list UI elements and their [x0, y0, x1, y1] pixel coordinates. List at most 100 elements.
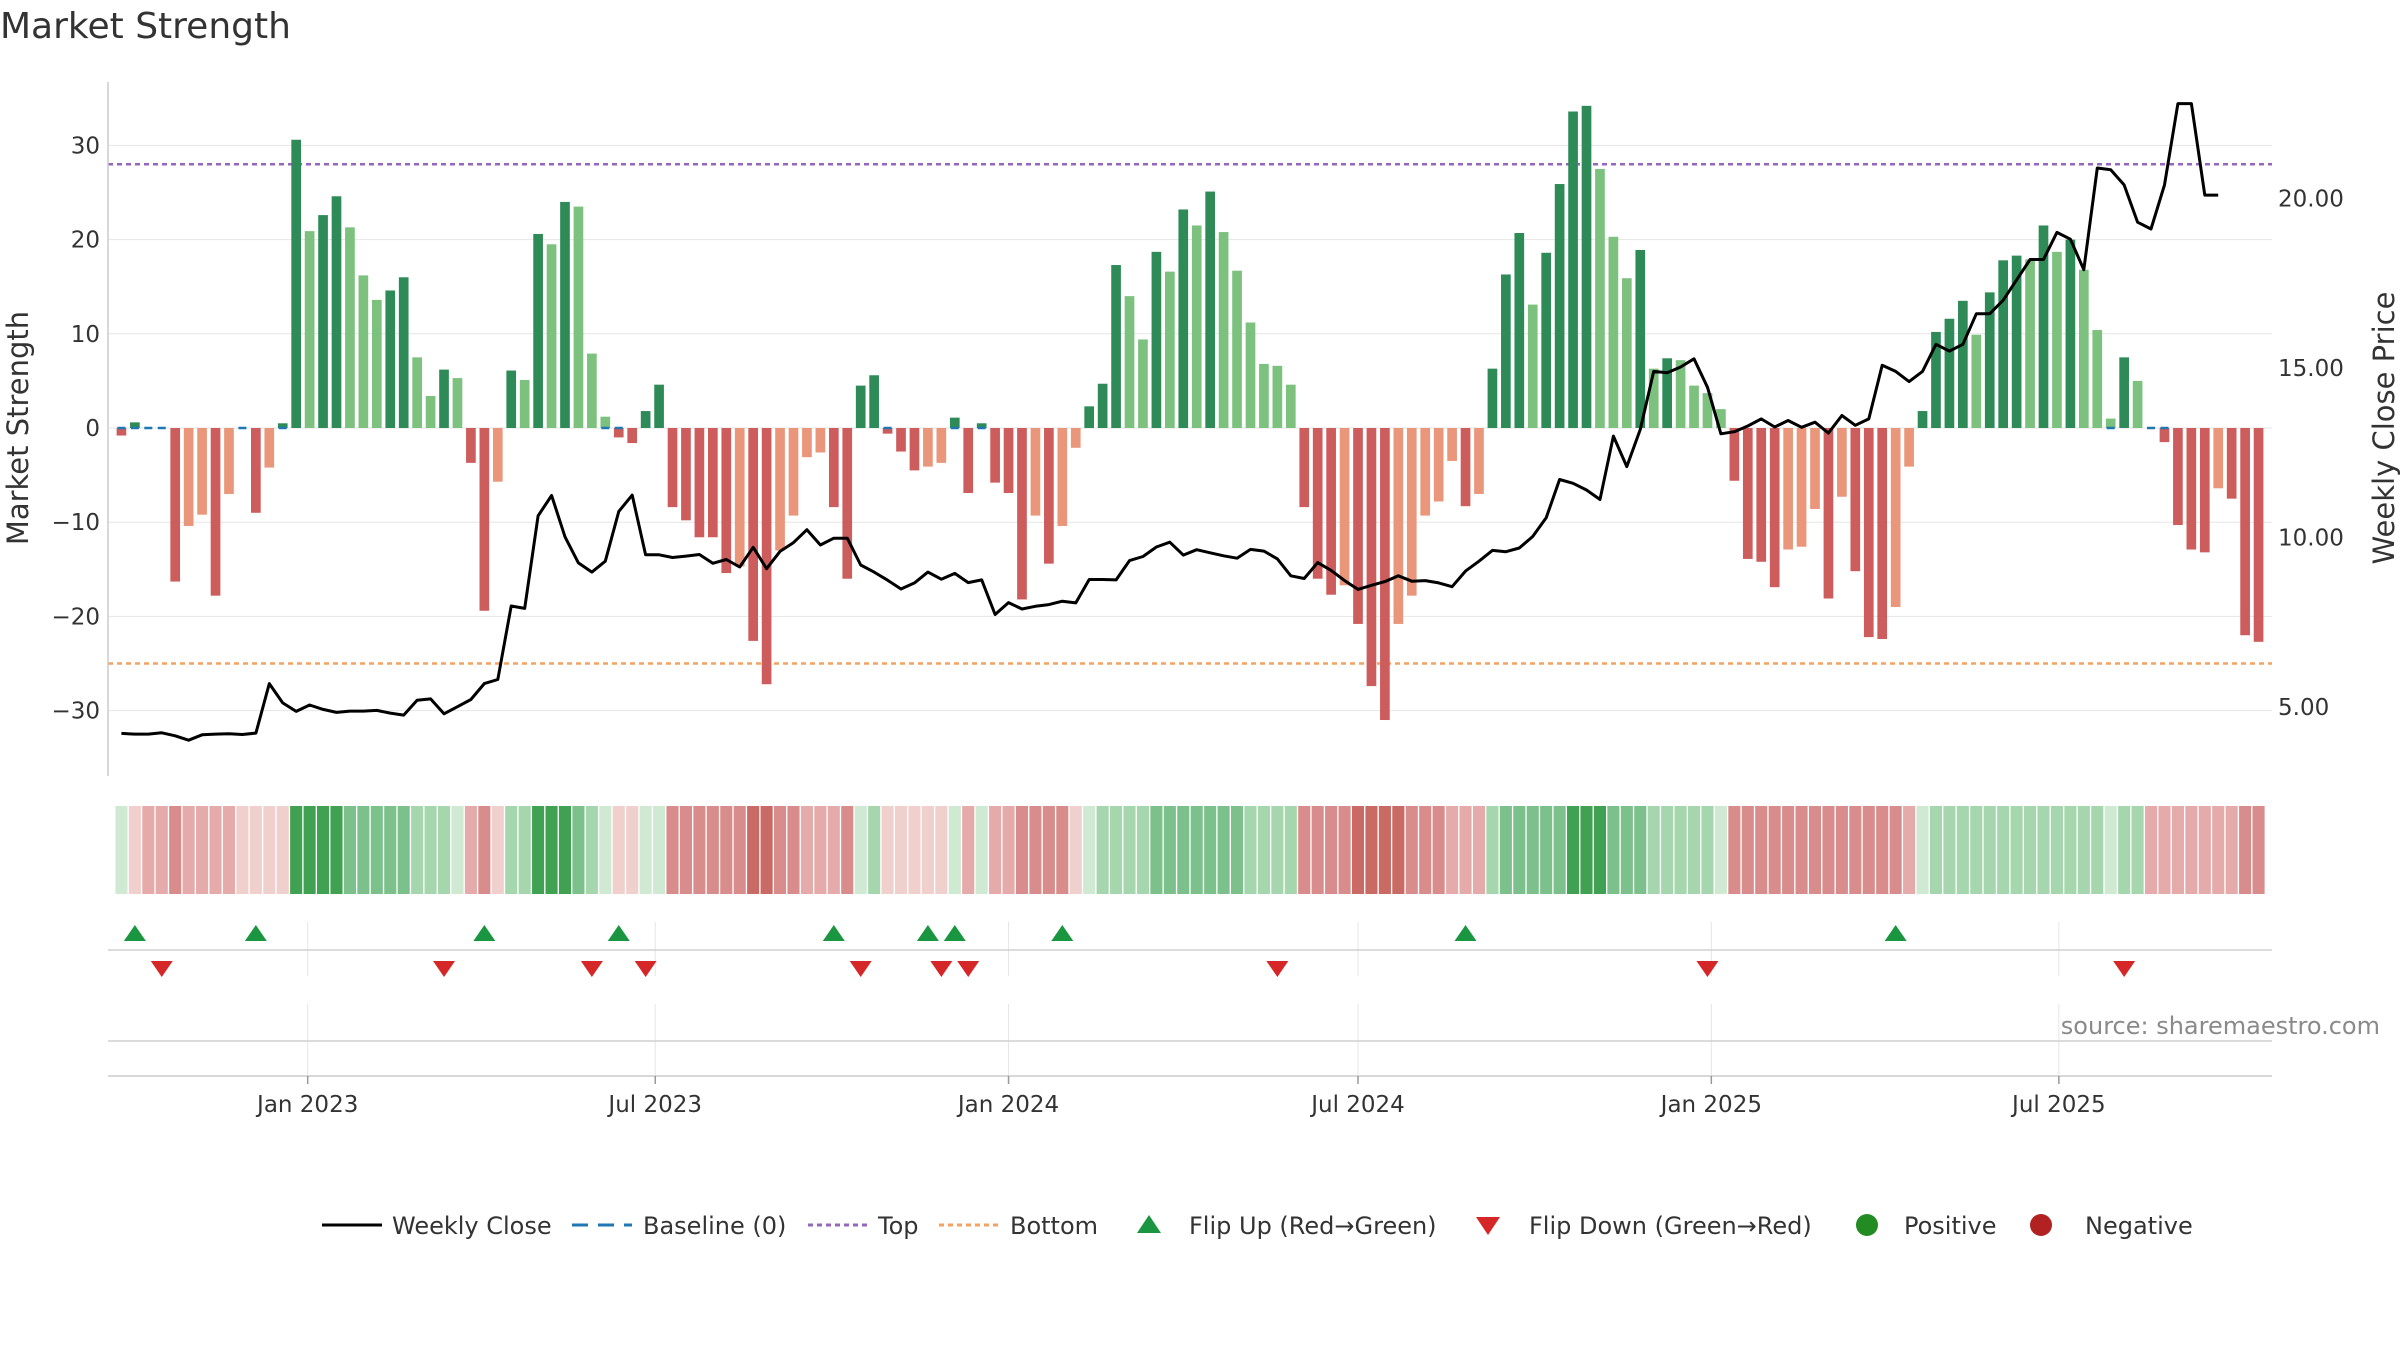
heat-cell [1486, 806, 1499, 894]
strength-bar [976, 423, 987, 428]
y2-axis-title: Weekly Close Price [2367, 292, 2400, 565]
strength-bar [1097, 383, 1108, 428]
heat-cell [1257, 806, 1270, 894]
heat-cell [868, 806, 881, 894]
heat-cell [303, 806, 316, 894]
strength-bar [371, 299, 382, 428]
heat-cell [1163, 806, 1176, 894]
heat-cell [1298, 806, 1311, 894]
heat-cell [1083, 806, 1096, 894]
threshold-lines [108, 162, 2272, 665]
heat-cell [263, 806, 276, 894]
heat-cell [1526, 806, 1539, 894]
heat-cell [2050, 806, 2063, 894]
strength-bar [1299, 428, 1310, 508]
strength-bar [2025, 259, 2035, 428]
heat-cell [760, 806, 773, 894]
heat-cell [397, 806, 410, 894]
strength-bar [479, 428, 490, 611]
flip-up-marker [1051, 925, 1074, 941]
flip-down-marker [2113, 961, 2136, 977]
heat-cell [1419, 806, 1432, 894]
heat-cell [1943, 806, 1956, 894]
heat-cell [2144, 806, 2158, 894]
strength-bar [2240, 428, 2250, 636]
legend: Weekly Close Baseline (0) Top Bottom Flip Up… [322, 1212, 2193, 1240]
strength-bar [640, 411, 651, 428]
heat-cell [2064, 806, 2077, 894]
strength-bar [613, 428, 624, 438]
strength-bar [963, 428, 974, 493]
heat-cell [357, 806, 370, 894]
heat-cell [679, 806, 693, 894]
strength-bar [1501, 274, 1511, 428]
flip-up-marker [822, 925, 845, 941]
heat-cell [451, 806, 464, 894]
heat-cell [505, 806, 518, 894]
strength-bar [1433, 428, 1444, 502]
heat-cell [1580, 806, 1593, 894]
strength-bar [1541, 252, 1552, 428]
strength-bar [1689, 385, 1699, 428]
legend-label: Weekly Close [392, 1212, 552, 1240]
strength-bar [1285, 384, 1296, 428]
strength-bar [1554, 184, 1565, 428]
heat-cell [330, 806, 343, 894]
heat-cell [774, 806, 787, 894]
strength-bar [183, 428, 194, 526]
strength-bar [587, 353, 597, 428]
strength-bar [1474, 428, 1484, 494]
y2-tick-label: 10.00 [2278, 526, 2344, 552]
heat-cell [693, 806, 706, 894]
heat-cell [370, 806, 383, 894]
y-tick-label: −10 [51, 510, 100, 536]
heat-cell [2198, 806, 2211, 894]
strength-bar [721, 428, 732, 574]
legend-label: Top [877, 1212, 919, 1240]
y2-tick-label: 5.00 [2278, 695, 2329, 721]
strength-bar [1326, 428, 1336, 595]
heat-cell [599, 806, 612, 894]
strength-bar [1931, 331, 1941, 428]
strength-bar [1218, 232, 1229, 428]
heat-cell [169, 806, 182, 894]
heat-cell [1741, 806, 1754, 894]
heat-cell [787, 806, 800, 894]
y-tick-label: 0 [85, 416, 100, 442]
flip-up-marker [607, 925, 630, 941]
heat-cell [1997, 806, 2010, 894]
heat-cell [115, 806, 128, 894]
strength-bar [573, 206, 584, 428]
heat-cell [1015, 806, 1029, 894]
heat-cell [249, 806, 262, 894]
y-tick-label: −20 [51, 604, 100, 630]
strength-bar [2253, 428, 2264, 642]
heat-cell [1405, 806, 1418, 894]
legend-label: Bottom [1010, 1212, 1098, 1240]
strength-bar [1662, 358, 1672, 428]
strength-bar [251, 428, 261, 513]
strength-bar [748, 428, 759, 641]
strength-bar [2052, 251, 2062, 428]
strength-bar [1312, 428, 1323, 579]
heat-cell [706, 806, 719, 894]
flip-up-marker [943, 925, 966, 941]
axes: 30 20 10 0 −10 −20 −30 20.00 15.00 10.00 5.00 Jan 2… [1, 82, 2400, 1118]
strength-bar [1581, 105, 1592, 428]
strength-bar [896, 428, 906, 452]
heat-cell [196, 806, 209, 894]
heat-cell [2118, 806, 2131, 894]
strength-bar [1702, 393, 1713, 428]
strength-bar [1003, 428, 1014, 493]
y2-tick-label: 20.00 [2278, 187, 2344, 213]
strength-bar [2199, 428, 2210, 553]
heat-cell [975, 806, 988, 894]
heat-cell [1042, 806, 1055, 894]
heat-cell [1284, 806, 1297, 894]
strength-bar [318, 215, 328, 428]
heat-cell [1432, 806, 1445, 894]
heat-cell [1325, 806, 1338, 894]
weekly-close-series [121, 102, 2219, 742]
strength-bar [654, 384, 664, 428]
strength-bar [1017, 428, 1027, 600]
